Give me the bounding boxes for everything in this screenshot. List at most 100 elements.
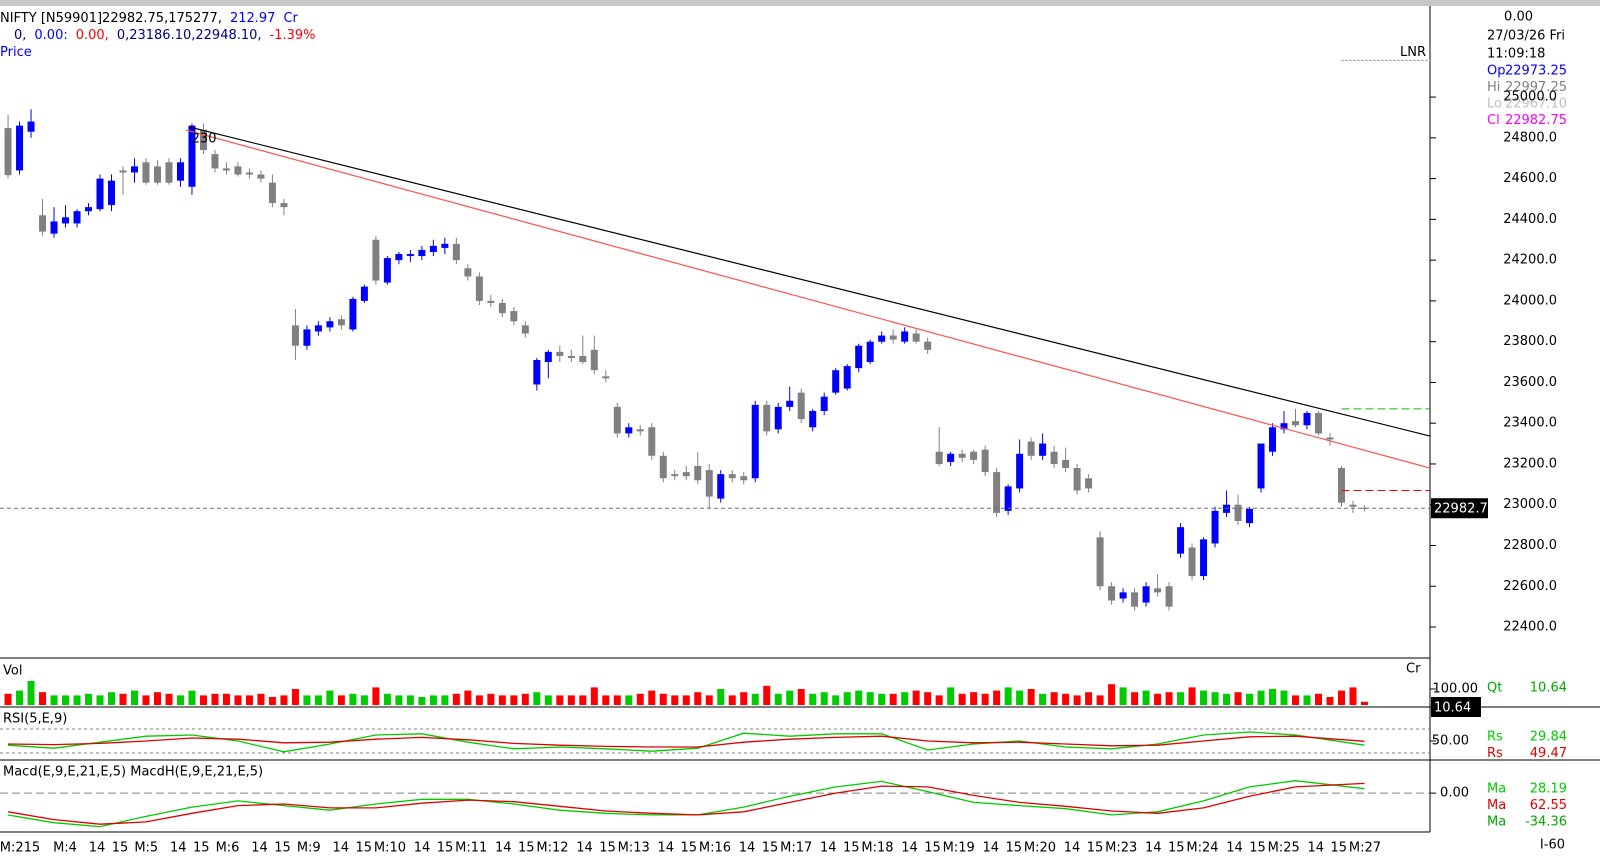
- volume-bar: [1004, 687, 1012, 705]
- candle-body: [1016, 453, 1024, 489]
- volume-bar: [1096, 695, 1104, 705]
- candle-body: [1223, 504, 1231, 513]
- readout-label: Ma: [1487, 815, 1506, 830]
- volume-bar: [234, 695, 242, 705]
- volume-bar: [820, 692, 828, 705]
- x-tick-label: 15: [518, 841, 535, 856]
- candle-body: [1269, 427, 1277, 452]
- readout-label: Rs: [1487, 730, 1503, 745]
- candle-body: [1108, 586, 1116, 601]
- ohlc-value: 22982.75: [1505, 113, 1567, 128]
- readout-label: Ma: [1487, 798, 1506, 813]
- volume-bar: [418, 696, 426, 705]
- candle-body: [878, 335, 886, 342]
- volume-bar: [16, 690, 24, 705]
- volume-bar: [39, 692, 47, 705]
- candle-body: [280, 203, 288, 208]
- volume-bar: [1073, 695, 1081, 705]
- volume-bar: [395, 695, 403, 705]
- candle-body: [222, 168, 230, 171]
- volume-bar: [130, 690, 138, 705]
- volume-bar: [349, 693, 357, 705]
- candle-body: [567, 355, 575, 358]
- candle-body: [372, 239, 380, 281]
- y-tick-label: 22800.0: [1503, 538, 1557, 553]
- volume-bar: [1200, 690, 1208, 705]
- x-tick-label: 15: [1005, 841, 1022, 856]
- volume-bar: [337, 695, 345, 705]
- volume-bar: [406, 695, 414, 705]
- volume-bar: [636, 693, 644, 705]
- volume-bar: [222, 693, 230, 705]
- x-tick-label: 14: [657, 841, 674, 856]
- y-tick-label: 23600.0: [1503, 375, 1557, 390]
- volume-bar: [843, 692, 851, 705]
- volume-bar: [1314, 693, 1322, 705]
- candle-body: [62, 217, 70, 224]
- x-tick-label: 14: [901, 841, 918, 856]
- volume-bar: [291, 688, 299, 705]
- volume-bar: [1016, 690, 1024, 705]
- candle-body: [671, 474, 679, 477]
- x-tick-label: 15: [355, 841, 372, 856]
- volume-bar: [176, 695, 184, 705]
- indicator-line: [7, 731, 1365, 753]
- candle-body: [958, 453, 966, 458]
- candle-body: [556, 351, 564, 356]
- volume-bar: [1223, 693, 1231, 705]
- volume-bar: [556, 695, 564, 705]
- x-tick-label: 15: [193, 841, 210, 856]
- panel-title: Macd(E,9,E,21,E,5) MacdH(E,9,E,21,E,5): [3, 765, 263, 780]
- x-tick-label: 14: [495, 841, 512, 856]
- x-tick-label: 14: [576, 841, 593, 856]
- change: 0.00: [1504, 10, 1533, 25]
- y-tick-label: 23200.0: [1503, 456, 1557, 471]
- volume-bar: [855, 690, 863, 705]
- candle-body: [866, 341, 874, 363]
- candle-body: [717, 474, 725, 499]
- candle-body: [613, 406, 621, 434]
- candle-body: [475, 276, 483, 301]
- candle-body: [326, 321, 334, 328]
- volume-bar: [1085, 692, 1093, 705]
- volume-bar: [901, 692, 909, 705]
- candle-body: [165, 162, 173, 183]
- volume-bar: [694, 692, 702, 705]
- x-tick-label: 15: [112, 841, 129, 856]
- x-tick-label: M:215: [0, 841, 40, 856]
- x-tick-label: 14: [1226, 841, 1243, 856]
- candle-body: [119, 170, 127, 173]
- y-tick-label: 23800.0: [1503, 334, 1557, 349]
- candle-body: [108, 180, 116, 206]
- volume-bar: [774, 693, 782, 705]
- candle-body: [912, 333, 920, 342]
- volume-bar: [1360, 701, 1368, 705]
- volume-bar: [786, 690, 794, 705]
- volume-bar: [567, 695, 575, 705]
- volume-bar: [1211, 692, 1219, 705]
- candle-body: [924, 341, 932, 350]
- volume-bar: [648, 690, 656, 705]
- x-tick-label: 15: [1330, 841, 1347, 856]
- x-tick-label: 15: [274, 841, 291, 856]
- volume-bar: [912, 690, 920, 705]
- volume-bar: [970, 692, 978, 705]
- y-tick-label: 24200.0: [1503, 253, 1557, 268]
- candle-body: [464, 268, 472, 277]
- header-line: 0, 0.00: 0.00, 0,23186.10,22948.10, -1.39%: [14, 28, 316, 43]
- volume-bar: [1154, 693, 1162, 705]
- candle-body: [855, 345, 863, 369]
- x-tick-label: M:20: [1024, 841, 1056, 856]
- x-tick-label: 14: [251, 841, 268, 856]
- ohlc-label: Cl: [1487, 113, 1500, 128]
- candle-body: [1177, 527, 1185, 554]
- volume-bar: [728, 695, 736, 705]
- volume-bar: [924, 692, 932, 705]
- header-text: Price: [0, 45, 32, 60]
- x-tick-label: 15: [1168, 841, 1185, 856]
- volume-bar: [1131, 692, 1139, 705]
- candle-body: [303, 329, 311, 346]
- x-tick-label: 14: [1145, 841, 1162, 856]
- header-text: -1.39%: [270, 28, 316, 43]
